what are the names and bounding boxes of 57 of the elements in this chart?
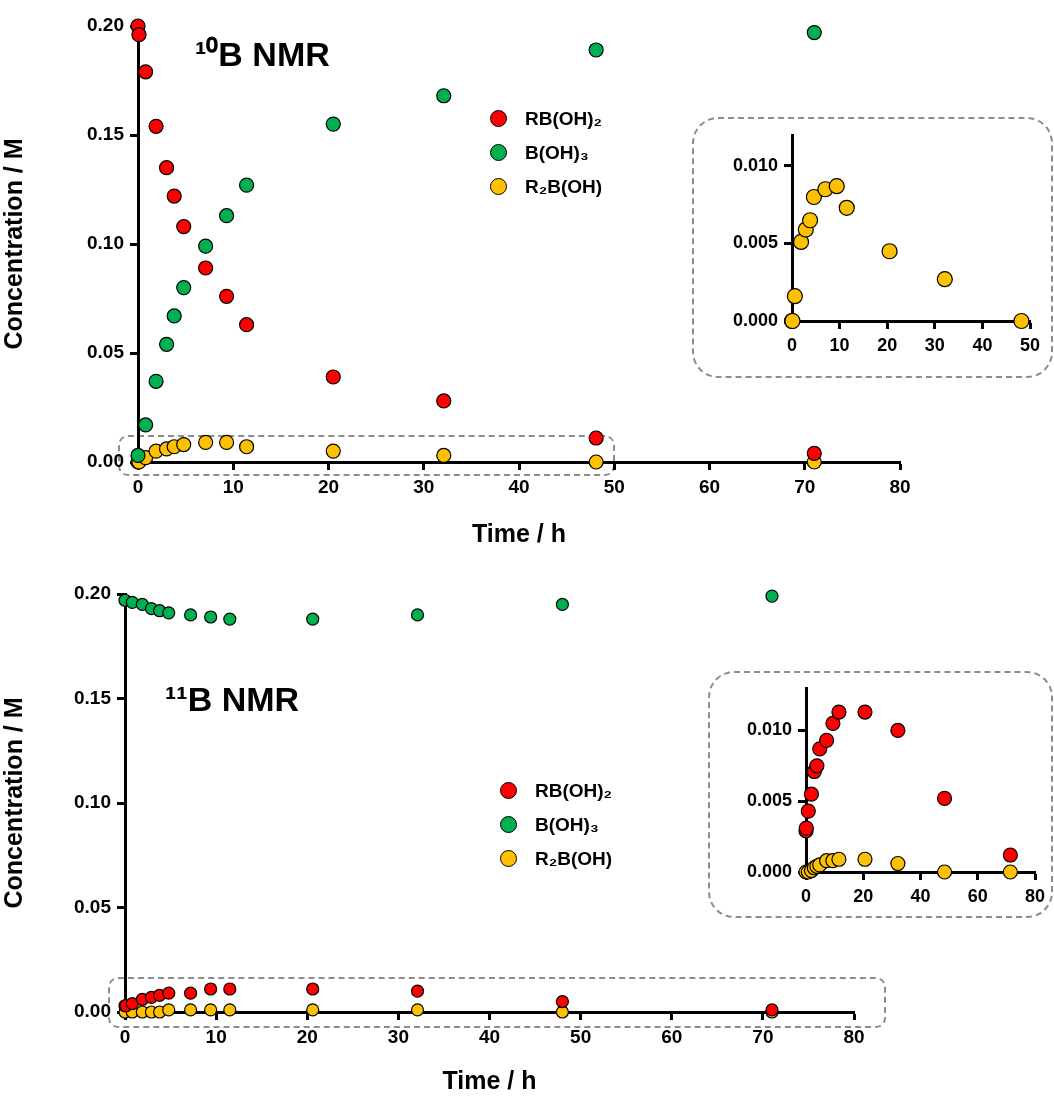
- y-tick-label: 0.005: [746, 790, 792, 811]
- legend-label: R₂B(OH): [535, 848, 613, 869]
- text: ¹¹B NMR: [165, 680, 300, 719]
- y-tick-label: 0.000: [732, 309, 778, 330]
- y-tick-label: 0.00: [87, 450, 124, 472]
- y-tick-label: 0.005: [732, 232, 778, 253]
- x-tick-label: 10: [205, 1025, 227, 1047]
- y-tick-label: 0.010: [746, 719, 792, 740]
- x-tick-label: 70: [752, 1025, 774, 1047]
- y-tick-label: 0.15: [87, 123, 125, 145]
- x-tick-label: 30: [413, 475, 435, 497]
- x-axis-title: Time / h: [442, 1065, 537, 1094]
- x-tick-label: 80: [1024, 885, 1046, 906]
- y-tick-label: 0.05: [87, 341, 125, 363]
- x-tick-label: 20: [853, 885, 874, 906]
- x-tick-label: 80: [843, 1025, 865, 1047]
- x-tick-label: 40: [972, 334, 993, 355]
- x-tick-label: 20: [317, 475, 340, 497]
- chart-title: ¹⁰B NMR: [195, 34, 330, 75]
- x-axis-title: Time / h: [471, 518, 567, 547]
- legend-label: B(OH)₃: [525, 142, 589, 163]
- y-tick-label: 0.00: [74, 1000, 111, 1022]
- x-tick-label: 10: [222, 475, 244, 497]
- x-tick-label: 0: [786, 334, 798, 355]
- x-tick-label: 60: [661, 1025, 683, 1047]
- x-tick-label: 0: [132, 475, 144, 497]
- y-axis-title: Concentration / M: [0, 697, 27, 909]
- x-tick-label: 0: [119, 1025, 131, 1047]
- x-tick-label: 50: [570, 1025, 592, 1047]
- x-tick-label: 40: [910, 885, 931, 906]
- x-tick-label: 50: [603, 475, 625, 497]
- x-tick-label: 40: [508, 475, 530, 497]
- y-tick-label: 0.20: [87, 14, 124, 36]
- y-axis-title: Concentration / M: [0, 138, 27, 350]
- x-tick-label: 80: [889, 475, 911, 497]
- y-tick-label: 0.10: [87, 232, 124, 254]
- x-tick-label: 20: [296, 1025, 318, 1047]
- x-tick-label: 50: [1019, 334, 1041, 355]
- x-tick-label: 60: [698, 475, 721, 497]
- x-tick-label: 0: [800, 885, 812, 906]
- y-tick-label: 0.10: [74, 791, 111, 813]
- legend-label: RB(OH)₂: [525, 108, 603, 129]
- y-tick-label: 0.15: [74, 686, 112, 708]
- x-tick-label: 30: [387, 1025, 409, 1047]
- legend-label: B(OH)₃: [535, 814, 599, 835]
- x-tick-label: 70: [794, 475, 816, 497]
- y-tick-label: 0.010: [732, 154, 778, 175]
- y-tick-label: 0.05: [74, 895, 112, 917]
- legend-label: R₂B(OH): [525, 176, 603, 197]
- x-tick-label: 20: [877, 334, 898, 355]
- x-tick-label: 40: [478, 1025, 501, 1047]
- legend-label: RB(OH)₂: [535, 780, 613, 801]
- x-tick-label: 10: [829, 334, 850, 355]
- x-tick-label: 30: [924, 334, 945, 355]
- y-tick-label: 0.20: [74, 582, 111, 604]
- y-tick-label: 0.000: [746, 860, 792, 881]
- x-tick-label: 60: [967, 885, 988, 906]
